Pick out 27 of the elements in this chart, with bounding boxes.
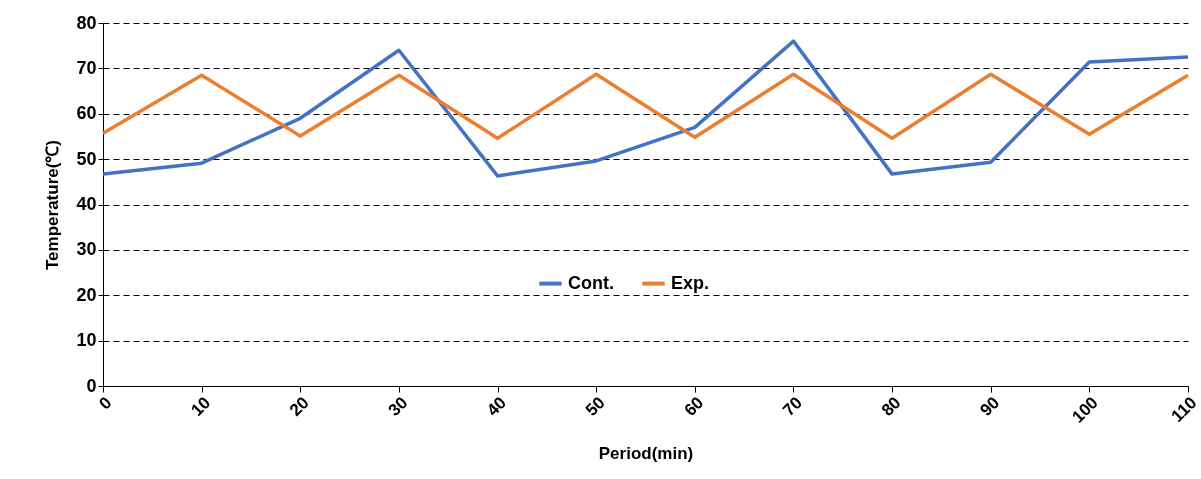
x-tick-label: 20 [285, 393, 313, 420]
line-series [101, 39, 1190, 178]
x-tick-label: 110 [1167, 393, 1201, 426]
x-axis-title: Period(min) [598, 443, 694, 463]
x-tick-label: 0 [95, 393, 116, 414]
x-tick-label: 10 [187, 393, 215, 420]
x-tick-label: 50 [581, 393, 609, 420]
x-tick-label: 30 [384, 393, 412, 420]
y-axis-title: Temperature(℃) [43, 139, 63, 271]
legend-label: Exp. [671, 272, 710, 293]
y-tick-label: 40 [76, 194, 97, 214]
x-tick-label: 80 [877, 393, 905, 420]
legend-label: Cont. [568, 272, 614, 293]
x-tick-label: 40 [483, 393, 511, 420]
x-tick-label: 90 [976, 393, 1004, 420]
x-tick-label: 100 [1068, 393, 1102, 427]
y-tick-label: 70 [76, 57, 97, 78]
x-tick-label: 70 [779, 393, 806, 420]
y-tick-label: 60 [76, 103, 97, 124]
y-tick-label: 0 [86, 375, 97, 396]
x-tick-label: 60 [680, 393, 708, 420]
y-tick-label: 30 [76, 239, 97, 260]
y-tick-label: 20 [76, 284, 97, 305]
y-tick-label: 50 [76, 148, 97, 169]
y-tick-label: 80 [76, 12, 97, 33]
line-series [101, 72, 1190, 140]
y-tick-label: 10 [76, 330, 97, 351]
